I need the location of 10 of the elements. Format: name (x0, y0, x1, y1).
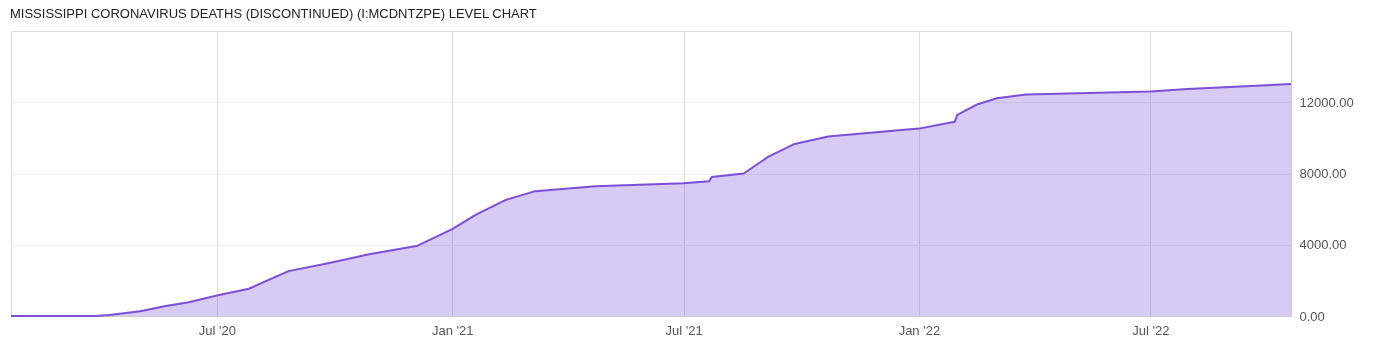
y-tick-label: 12000.00 (1299, 94, 1354, 110)
x-tick-label: Jul '22 (1132, 322, 1170, 338)
x-tick-label: Jul '20 (198, 322, 236, 338)
chart-title: MISSISSIPPI CORONAVIRUS DEATHS (DISCONTINUED) (I:MCDNTZPE) LEVEL CHART (10, 6, 537, 21)
x-tick-label: Jan '21 (431, 322, 474, 338)
y-tick-label: 8000.00 (1299, 166, 1347, 181)
x-tick-label: Jan '22 (898, 322, 941, 338)
y-tick-label: 4000.00 (1299, 237, 1347, 253)
y-tick-label: 0.00 (1299, 308, 1325, 324)
x-tick-label: Jul '21 (665, 322, 703, 338)
